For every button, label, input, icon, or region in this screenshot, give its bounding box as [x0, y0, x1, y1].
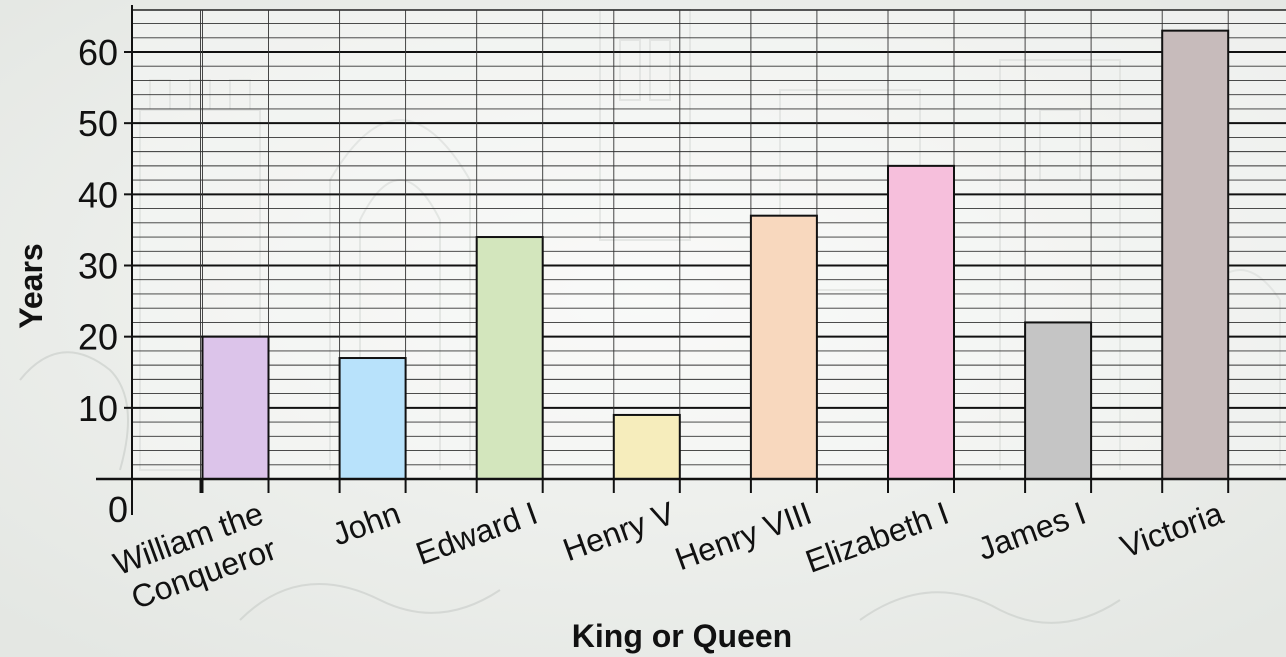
y-tick-label: 60: [78, 32, 118, 73]
bar: [887, 164, 955, 480]
y-tick-label: 40: [78, 174, 118, 215]
y-tick-label: 20: [78, 317, 118, 358]
y-tick-label: 0: [108, 489, 128, 530]
grid: [132, 9, 1286, 479]
y-tick-label: 30: [78, 246, 118, 287]
bar: [338, 357, 407, 480]
bars: [201, 29, 1230, 481]
bar: [1161, 29, 1230, 481]
plot-area: [132, 10, 1286, 479]
bar: [475, 236, 544, 480]
y-tick-label: 50: [78, 103, 118, 144]
bar: [1024, 321, 1093, 480]
bar: [749, 214, 818, 481]
bar: [201, 335, 270, 480]
y-axis-title: Years: [13, 243, 49, 328]
y-tick-label: 10: [78, 388, 118, 429]
x-axis-title: King or Queen: [572, 618, 792, 654]
bar: [612, 413, 681, 481]
axes: [96, 5, 1286, 515]
